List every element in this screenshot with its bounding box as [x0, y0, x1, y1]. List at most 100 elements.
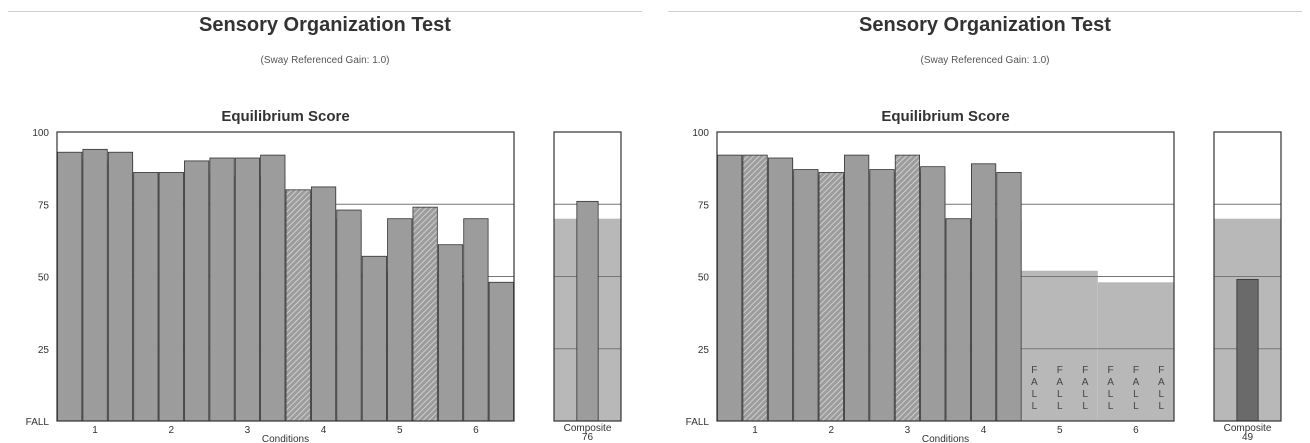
trial-bar	[107, 151, 134, 422]
composite-bar	[576, 200, 599, 422]
condition-label: 3	[245, 425, 251, 436]
test-subtitle: (Sway Referenced Gain: 1.0)	[920, 55, 1050, 66]
fall-marker-letter: L	[1082, 389, 1088, 400]
trial-bar	[412, 206, 438, 422]
trial-bar	[818, 172, 844, 422]
condition-label: 1	[92, 425, 98, 436]
y-tick-label: FALL	[26, 417, 50, 428]
sot-panel-right: Sensory Organization Test (Sway Referenc…	[660, 0, 1310, 443]
header-rule	[668, 11, 1302, 12]
sot-panel-left: Sensory Organization Test (Sway Referenc…	[0, 0, 650, 443]
normal-range-band	[1021, 270, 1098, 421]
trial-bar	[285, 189, 311, 422]
fall-marker-letter: A	[1107, 377, 1114, 388]
test-subtitle: (Sway Referenced Gain: 1.0)	[260, 55, 390, 66]
y-tick-label: 100	[32, 128, 49, 139]
trial-bar	[844, 154, 870, 422]
trial-bar	[996, 172, 1022, 422]
test-title: Sensory Organization Test	[199, 14, 451, 36]
trial-bar	[767, 157, 794, 422]
fall-marker-letter: A	[1158, 377, 1165, 388]
normal-range-band	[1097, 282, 1174, 421]
chart-title: Equilibrium Score	[221, 108, 349, 125]
y-tick-label: 50	[38, 273, 50, 284]
trial-bar	[336, 209, 362, 422]
trial-bar	[970, 163, 997, 422]
trial-bar	[57, 151, 83, 422]
condition-label: 4	[981, 425, 987, 436]
fall-marker-letter: L	[1159, 401, 1165, 412]
condition-label: 1	[752, 425, 758, 436]
composite-label: Composite	[564, 423, 612, 434]
composite-frame	[1213, 131, 1282, 422]
fall-marker-letter: L	[1057, 389, 1063, 400]
y-tick-label: 50	[698, 273, 710, 284]
trial-bar	[387, 218, 413, 422]
fall-marker-letter: L	[1133, 401, 1139, 412]
composite-label: Composite	[1224, 423, 1272, 434]
y-tick-label: 75	[698, 200, 710, 211]
condition-label: 2	[828, 425, 834, 436]
trial-bar	[361, 255, 387, 422]
composite-frame	[553, 131, 622, 422]
x-axis-title: Conditions	[922, 434, 969, 443]
trial-bar	[488, 281, 514, 422]
condition-label: 5	[397, 425, 403, 436]
condition-label: 2	[168, 425, 174, 436]
fall-marker-letter: L	[1082, 401, 1088, 412]
fall-marker-letter: F	[1107, 365, 1113, 376]
trial-bar	[310, 186, 337, 422]
trial-bar	[894, 154, 921, 422]
condition-label: 4	[321, 425, 327, 436]
trial-bar	[158, 172, 184, 422]
fall-marker-letter: L	[1108, 389, 1114, 400]
fall-marker-letter: F	[1158, 365, 1164, 376]
fall-marker-letter: L	[1057, 401, 1063, 412]
x-axis-title: Conditions	[262, 434, 309, 443]
fall-marker-letter: L	[1032, 389, 1038, 400]
fall-marker-letter: F	[1057, 365, 1063, 376]
equilibrium-chart: Equilibrium Score FALL 25 50 75 100 1 2 3 4 5 6 Cond…	[26, 108, 622, 443]
fall-marker-letter: A	[1031, 377, 1038, 388]
plot-frame	[56, 131, 515, 422]
fall-marker-letter: F	[1133, 365, 1139, 376]
chart-title: Equilibrium Score	[881, 108, 1009, 125]
trial-bar	[717, 154, 743, 422]
plot-frame	[716, 131, 1175, 422]
trial-bar	[437, 244, 464, 422]
y-tick-label: 75	[38, 200, 50, 211]
fall-marker-letter: L	[1108, 401, 1114, 412]
trial-bar	[260, 154, 286, 422]
fall-marker-letter: L	[1133, 389, 1139, 400]
fall-marker-letter: F	[1031, 365, 1037, 376]
composite-bar	[1236, 278, 1259, 422]
y-tick-label: 100	[692, 128, 709, 139]
condition-label: 3	[905, 425, 911, 436]
fall-marker-letter: L	[1159, 389, 1165, 400]
header-rule	[8, 11, 642, 12]
test-title: Sensory Organization Test	[859, 14, 1111, 36]
fall-marker-letter: A	[1056, 377, 1063, 388]
trial-bar	[234, 157, 261, 422]
trial-bar	[742, 154, 768, 422]
composite-score-label: 49	[1242, 432, 1254, 443]
trial-bar	[869, 169, 895, 422]
y-tick-label: 25	[698, 345, 710, 356]
trial-bar	[920, 166, 946, 422]
fall-marker-letter: F	[1082, 365, 1088, 376]
trial-bar	[793, 169, 819, 422]
trial-bar	[133, 172, 159, 422]
trial-bar	[945, 218, 971, 422]
y-tick-label: FALL	[686, 417, 710, 428]
trial-bar	[209, 157, 235, 422]
condition-label: 6	[1133, 425, 1139, 436]
condition-label: 6	[473, 425, 479, 436]
y-tick-label: 25	[38, 345, 50, 356]
trial-bar	[184, 160, 210, 422]
trial-bar	[463, 218, 489, 422]
fall-marker-letter: A	[1082, 377, 1089, 388]
trial-bar	[82, 148, 108, 422]
composite-score-label: 76	[582, 432, 594, 443]
equilibrium-chart: Equilibrium ScoreFALL255075100FALLFALLFA…	[686, 108, 1282, 443]
condition-label: 5	[1057, 425, 1063, 436]
